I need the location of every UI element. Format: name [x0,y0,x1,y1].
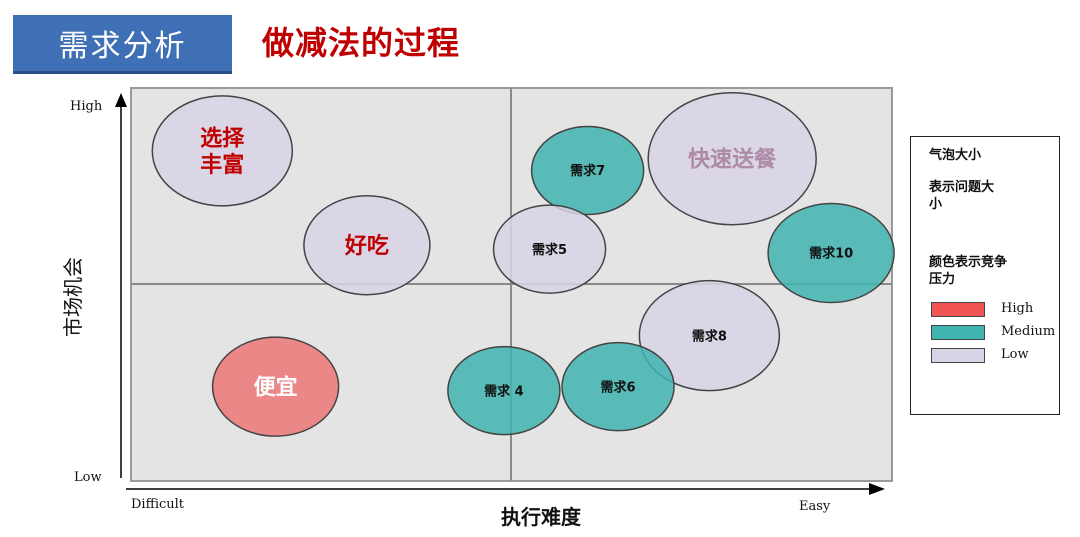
bubble-label-2: 便宜 [254,375,298,401]
bubble-label-5: 需求5 [532,242,567,258]
x-tick-left: Difficult [131,497,185,512]
bubble-2 [211,336,340,437]
legend-label-high: High [1001,301,1034,316]
legend-color-title: 颜色表示竞争压力 [929,255,1008,287]
legend-swatch-high [931,302,985,317]
bubble-7 [638,279,781,392]
bubble-4 [647,91,817,226]
bubble-label-6: 需求10 [809,246,853,262]
bubble-1 [303,194,431,296]
bubble-label-3: 需求7 [570,163,605,179]
x-axis-label: 执行难度 [501,505,582,529]
legend: 气泡大小 表示问题大小 颜色表示竞争压力 High Medium Low [910,136,1060,415]
page-title: 做减法的过程 [262,24,461,62]
x-axis-arrow-icon [869,483,885,495]
legend-swatch-medium [931,325,985,340]
bubble-0 [151,95,294,207]
y-axis-arrow-icon [115,93,127,107]
header-tab: 需求分析 [13,15,232,74]
bubble-8 [447,345,561,436]
bubble-label-9: 需求6 [601,379,636,395]
legend-swatch-low [931,348,985,363]
legend-label-medium: Medium [1001,324,1056,339]
bubble-label-7: 需求8 [692,328,727,344]
bubble-5 [492,204,607,294]
legend-size-title: 气泡大小 [929,148,982,163]
bubble-label-4: 快速送餐 [688,147,777,173]
bubble-6 [767,202,895,304]
bubble-label-0-1: 丰富 [200,152,244,178]
legend-size-desc: 表示问题大小 [929,180,995,212]
legend-label-low: Low [1001,347,1029,362]
y-tick-bottom: Low [74,470,102,485]
y-tick-top: High [70,99,103,114]
bubble-label-1: 好吃 [344,233,389,259]
bubble-label-0-0: 选择 [200,126,245,152]
bubble-3 [530,125,645,216]
x-tick-right: Easy [799,499,831,514]
y-axis-label: 市场机会 [61,257,85,337]
bubble-9 [561,341,675,432]
bubble-label-8: 需求 4 [484,383,524,399]
